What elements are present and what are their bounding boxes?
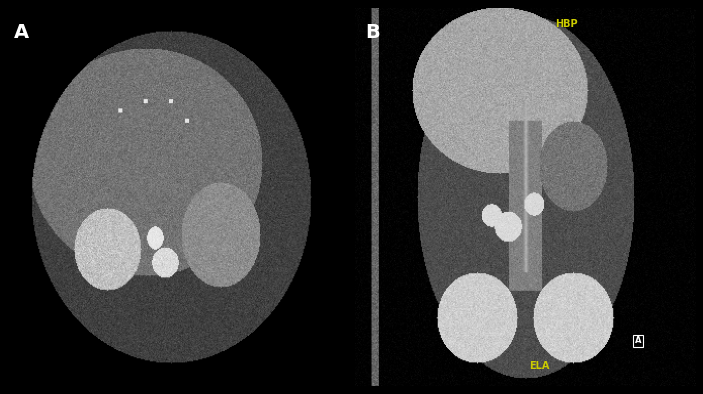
Text: A: A [13,23,29,42]
Text: B: B [366,23,380,42]
Text: A: A [635,336,641,345]
Text: ELA: ELA [529,361,549,371]
Text: HBP: HBP [555,19,578,29]
